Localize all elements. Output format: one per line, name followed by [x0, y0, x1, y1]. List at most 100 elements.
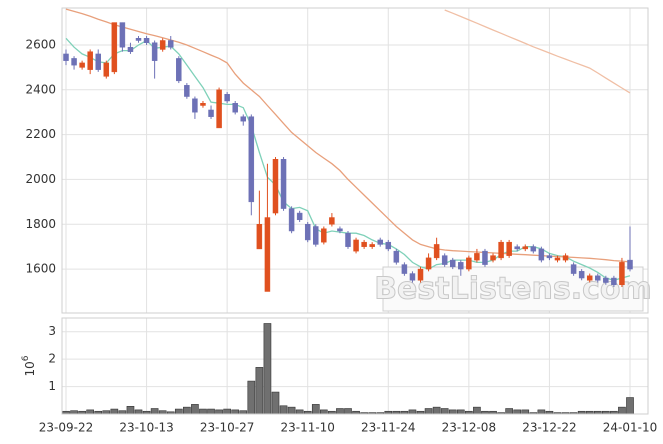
volume-bar	[432, 406, 441, 415]
candle-body	[482, 250, 488, 265]
candle-body	[135, 38, 142, 41]
volume-bar	[150, 408, 159, 415]
volume-unit: 106	[21, 355, 37, 376]
volume-bar	[456, 409, 465, 415]
candle-body	[167, 40, 174, 48]
volume-bar	[626, 397, 634, 415]
candle-body	[538, 248, 545, 261]
volume-bar	[521, 409, 530, 415]
watermark: BestListens.com	[374, 272, 652, 307]
x-tick-label: 23-09-22	[39, 421, 93, 435]
candle-body	[498, 241, 504, 259]
candle-body	[458, 262, 464, 270]
candle-body	[143, 38, 150, 43]
volume-bar	[408, 409, 417, 415]
volume-tick-label: 1	[48, 379, 56, 393]
volume-bar	[263, 323, 272, 415]
volume-bar	[207, 408, 215, 415]
candle-body	[401, 264, 408, 274]
candle-body	[240, 116, 247, 122]
candle-body	[490, 255, 496, 261]
candle-body	[329, 217, 335, 225]
candle-body	[288, 208, 295, 232]
volume-bar	[126, 406, 135, 415]
volume-frame	[61, 317, 649, 415]
y-tick-label: 2200	[25, 127, 56, 141]
candle-body	[441, 255, 448, 265]
candle-body	[433, 244, 440, 259]
candle-body	[385, 241, 392, 250]
y-tick-label: 2400	[25, 82, 56, 96]
volume-bar	[295, 409, 304, 415]
volume-bar	[319, 409, 328, 415]
candle-body	[425, 257, 432, 270]
candle-body	[377, 239, 383, 245]
y-tick-label: 2000	[25, 172, 56, 186]
volume-bar	[344, 408, 352, 415]
candle-body	[63, 53, 69, 61]
candle-body	[159, 40, 166, 50]
x-tick-label: 23-11-24	[361, 421, 415, 435]
candle-body	[224, 94, 230, 102]
candle-body	[474, 253, 480, 261]
y-tick-label: 2600	[25, 37, 56, 51]
volume-bar	[86, 409, 95, 415]
candle-body	[200, 102, 206, 106]
candle-body	[627, 259, 633, 270]
candle-body	[546, 255, 553, 259]
volume-tick-label: 2	[48, 352, 56, 366]
moving-average-line	[65, 8, 631, 263]
candle-body	[313, 226, 319, 245]
y-tick-label: 1800	[25, 217, 56, 231]
volume-bar	[183, 406, 191, 415]
candle-body	[554, 257, 561, 261]
candle-body	[87, 51, 93, 70]
volume-bar	[174, 408, 183, 415]
price-frame	[61, 7, 649, 314]
volume-bar	[537, 409, 546, 415]
candle-body	[514, 246, 520, 250]
x-tick-label: 23-11-10	[280, 421, 334, 435]
moving-average-line	[444, 9, 631, 94]
candle-body	[304, 224, 311, 241]
x-tick-label: 24-01-10	[603, 421, 657, 435]
candle-body	[337, 228, 343, 232]
volume-bar	[513, 409, 522, 415]
candle-body	[506, 241, 512, 256]
volume-bar	[199, 408, 207, 415]
candle-body	[192, 98, 198, 113]
candle-body	[232, 102, 238, 113]
volume-bar	[271, 391, 280, 415]
candle-body	[248, 116, 255, 203]
x-tick-label: 23-12-08	[442, 421, 496, 435]
candle-body	[264, 217, 271, 292]
candle-body	[393, 250, 400, 263]
volume-bar	[505, 408, 513, 415]
y-tick-label: 1600	[25, 262, 56, 276]
candle-body	[530, 246, 537, 252]
candle-body	[256, 224, 263, 250]
candle-body	[353, 239, 359, 252]
candle-body	[127, 46, 134, 52]
candle-body	[449, 259, 456, 268]
candle-body	[522, 246, 529, 250]
volume-bar	[448, 409, 457, 415]
candle-body	[409, 273, 416, 281]
candle-body	[321, 228, 327, 243]
volume-bar	[255, 367, 264, 415]
candle-body	[417, 268, 424, 281]
volume-bar	[231, 409, 240, 415]
volume-tick-label: 3	[48, 324, 56, 338]
candle-body	[95, 53, 101, 70]
volume-bar	[134, 409, 143, 415]
volume-bar	[473, 406, 481, 415]
candle-body	[216, 89, 222, 129]
x-tick-label: 23-12-22	[522, 421, 576, 435]
volume-bar	[191, 404, 199, 415]
volume-bar	[440, 408, 449, 415]
candle-body	[79, 62, 85, 68]
volume-bar	[287, 406, 296, 415]
marks	[62, 8, 634, 415]
volume-bar	[424, 408, 433, 415]
volume-bar	[223, 408, 231, 415]
